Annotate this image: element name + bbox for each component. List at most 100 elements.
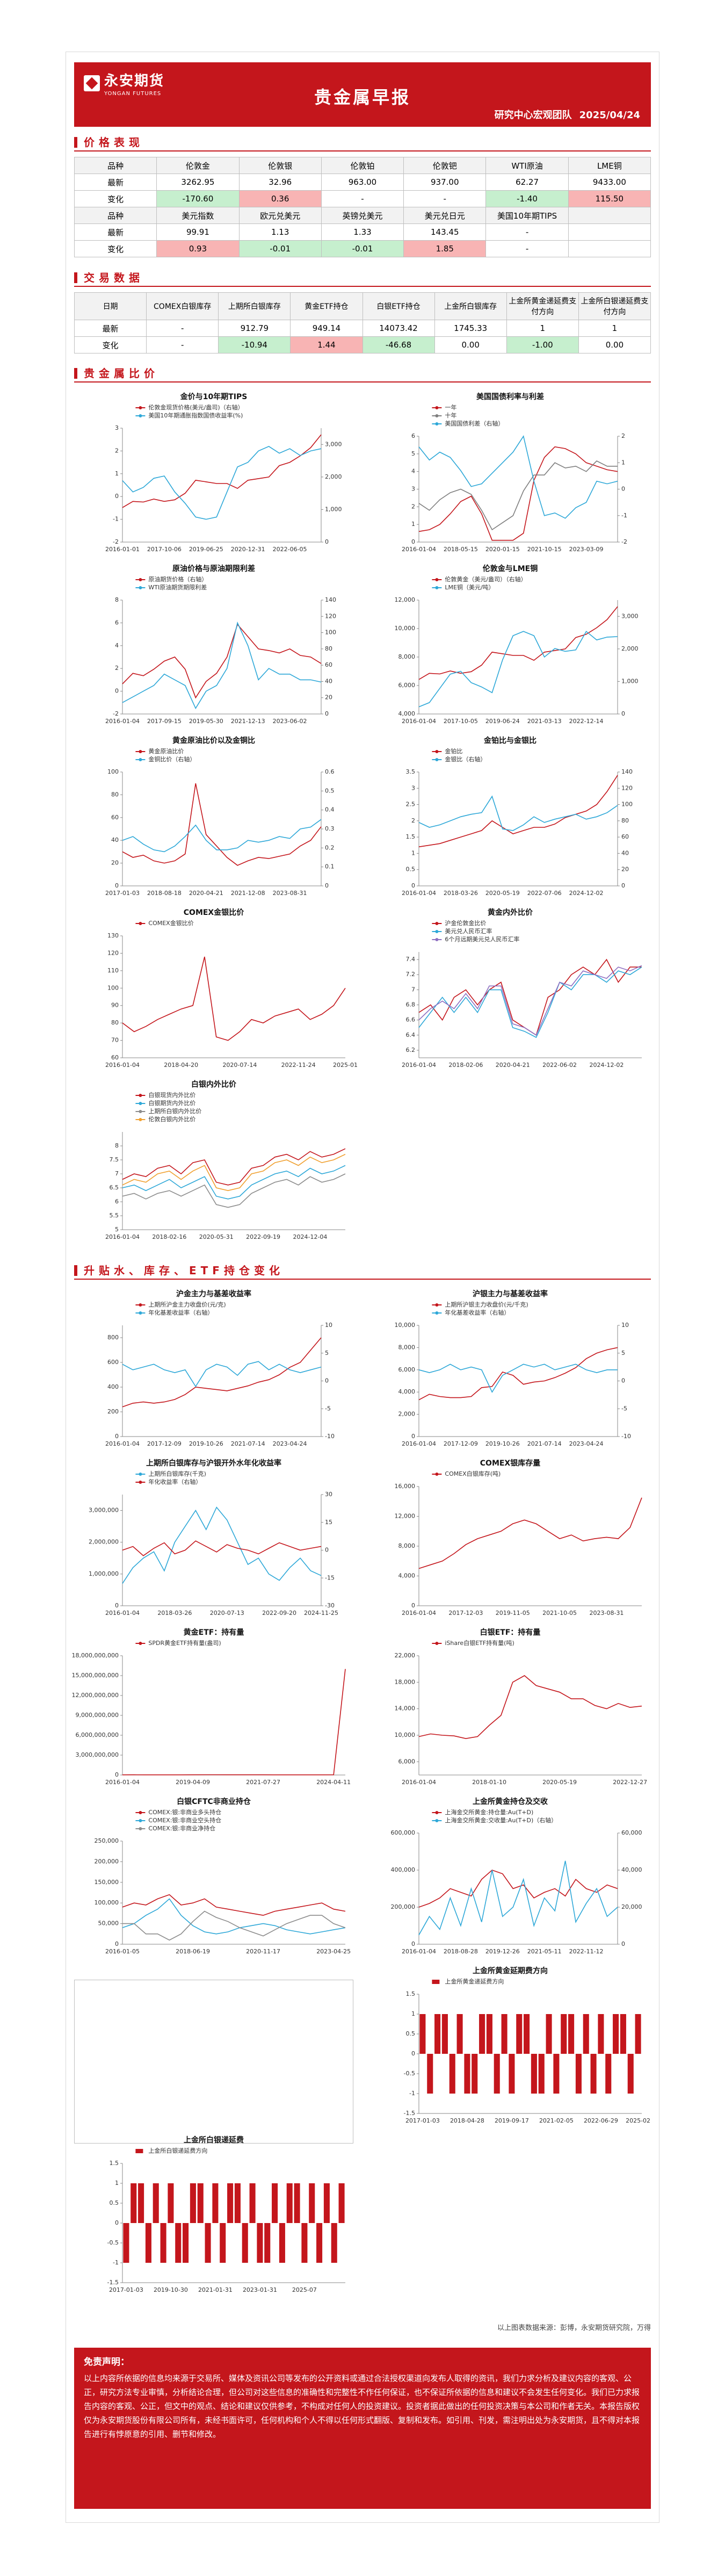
x-tick-label: 2018-08-28 xyxy=(444,1948,478,1955)
series-line xyxy=(122,1669,346,1776)
y-tick-label: 0.5 xyxy=(406,2030,416,2037)
bar xyxy=(257,2223,263,2263)
x-tick-label: 2018-02-16 xyxy=(152,1233,186,1240)
y-tick-label: 3,000,000 xyxy=(89,1507,119,1514)
y-tick-label: 130 xyxy=(107,932,119,939)
table-cell: -0.01 xyxy=(321,240,404,257)
y-tick-label: 6.2 xyxy=(406,1047,416,1054)
legend-label: 黄金原油比价 xyxy=(148,747,184,755)
y2-tick-label: 40,000 xyxy=(621,1866,642,1873)
logo: 永安期货 YONGAN FUTURES xyxy=(84,70,164,97)
x-tick-label: 2016-01-04 xyxy=(402,1610,436,1617)
y-tick-label: 22,000 xyxy=(395,1652,416,1659)
y-tick-label: 100 xyxy=(107,768,119,775)
x-tick-label: 2022-09-20 xyxy=(262,1610,296,1617)
legend-label: 美国10年期通胀指数国债收益率(%) xyxy=(148,412,243,419)
y-tick-label: 12,000 xyxy=(395,1513,416,1520)
legend-label: 十年 xyxy=(445,412,456,419)
y-tick-label: 90 xyxy=(111,1002,119,1009)
x-tick-label: 2019-04-09 xyxy=(176,1779,210,1786)
legend-dot xyxy=(139,586,142,589)
table-cell: 最新 xyxy=(74,223,157,241)
table-cell: 3262.95 xyxy=(156,174,240,191)
series-line xyxy=(418,966,642,1038)
y-tick-label: 0 xyxy=(115,493,119,500)
y-tick-label: 6,000 xyxy=(398,1366,416,1373)
legend-dot xyxy=(435,1311,439,1315)
x-tick-label: 2022-06-05 xyxy=(273,546,307,553)
table-cell: 变化 xyxy=(74,336,147,353)
table-cell: 黄金ETF持仓 xyxy=(290,292,363,320)
x-tick-label: 2020-04-21 xyxy=(189,890,223,897)
chart-title: 上金所黄金持仓及交收 xyxy=(473,1797,548,1806)
y2-tick-label: 2 xyxy=(621,432,625,439)
y-tick-label: 20 xyxy=(111,860,119,867)
x-tick-label: 2018-03-26 xyxy=(157,1610,192,1617)
y-tick-label: 7 xyxy=(115,1170,119,1177)
x-tick-label: 2021-02-05 xyxy=(539,2117,574,2124)
bar xyxy=(441,2014,448,2054)
series-line xyxy=(122,623,322,699)
table-cell: -10.94 xyxy=(218,336,291,353)
y-tick-label: 3 xyxy=(115,424,119,431)
chart: 金价与10年期TIPS 伦敦金现货价格(美元/盎司)（右轴）美国10年期通胀指数国… xyxy=(105,392,342,553)
y-tick-label: 0 xyxy=(411,2050,415,2057)
x-tick-label: 2019-10-26 xyxy=(189,1440,223,1447)
bar xyxy=(160,2223,166,2263)
x-tick-label: 2021-10-05 xyxy=(542,1610,577,1617)
y-tick-label: 8,000 xyxy=(398,653,416,660)
y-tick-label: 4,000 xyxy=(398,1572,416,1579)
x-tick-label: 2023-06-02 xyxy=(273,718,307,725)
y-tick-label: 6 xyxy=(411,432,415,439)
bar xyxy=(486,2014,492,2054)
table-cell: 14073.42 xyxy=(362,320,435,337)
table-cell: 1745.33 xyxy=(434,320,507,337)
table-row: 日期 COMEX白银库存 上期所白银库存 黄金ETF持仓 白银ETF持仓 上金所白银库存上… xyxy=(74,292,651,320)
x-tick-label: 2020-05-31 xyxy=(199,1233,234,1240)
x-tick-label: 2016-01-04 xyxy=(105,1233,140,1240)
y2-tick-label: 100 xyxy=(325,629,336,636)
bar xyxy=(613,2014,619,2054)
table-cell: 日期 xyxy=(74,292,147,320)
y-tick-label: 6.4 xyxy=(406,1031,416,1038)
legend-dot xyxy=(435,1642,439,1645)
legend-label: SPDR黄金ETF持有量(盎司) xyxy=(148,1639,221,1647)
y-tick-label: 12,000 xyxy=(395,596,416,603)
x-tick-label: 2016-01-04 xyxy=(105,1440,140,1447)
legend-label: 一年 xyxy=(445,403,456,411)
y-tick-label: 18,000,000,000 xyxy=(72,1652,119,1659)
table-cell: 变化 xyxy=(74,240,157,257)
legend-dot xyxy=(435,938,439,941)
table-cell: 伦敦银 xyxy=(238,157,322,174)
bar xyxy=(323,2183,330,2223)
chart-title: 黄金ETF：持有量 xyxy=(184,1628,244,1637)
chart-title: 上金所黄金延期费方向 xyxy=(473,1966,548,1975)
y-tick-label: 600,000 xyxy=(391,1829,416,1836)
legend-label: 美国国债利差（右轴） xyxy=(445,420,504,427)
chart-title: 黄金原油比价以及金铜比 xyxy=(172,736,255,745)
table-cell: 最新 xyxy=(74,320,147,337)
y-tick-label: 10,000 xyxy=(395,1322,416,1329)
series-line xyxy=(418,775,618,848)
y-tick-label: 0 xyxy=(411,1940,415,1947)
chart-title: 沪银主力与基差收益率 xyxy=(473,1289,548,1298)
x-tick-label: 2019-05-30 xyxy=(189,718,223,725)
y-tick-label: 0 xyxy=(411,882,415,889)
table-cell: 62.27 xyxy=(485,174,569,191)
table-cell: 美元兑日元 xyxy=(403,207,487,224)
y-tick-label: 1.5 xyxy=(406,1990,416,1997)
bar xyxy=(338,2183,345,2223)
legend-swatch xyxy=(432,1980,440,1984)
y-tick-label: 4 xyxy=(411,468,415,475)
legend-swatch xyxy=(135,2149,143,2153)
series-line xyxy=(418,1870,618,1908)
x-tick-label: 2023-04-24 xyxy=(569,1440,604,1447)
y2-tick-label: 2,000 xyxy=(621,645,639,652)
series-line xyxy=(122,819,322,853)
y-tick-label: 80 xyxy=(111,1019,119,1026)
series-line xyxy=(418,1347,618,1401)
bar xyxy=(575,2054,582,2094)
y-tick-label: -2 xyxy=(113,710,119,717)
